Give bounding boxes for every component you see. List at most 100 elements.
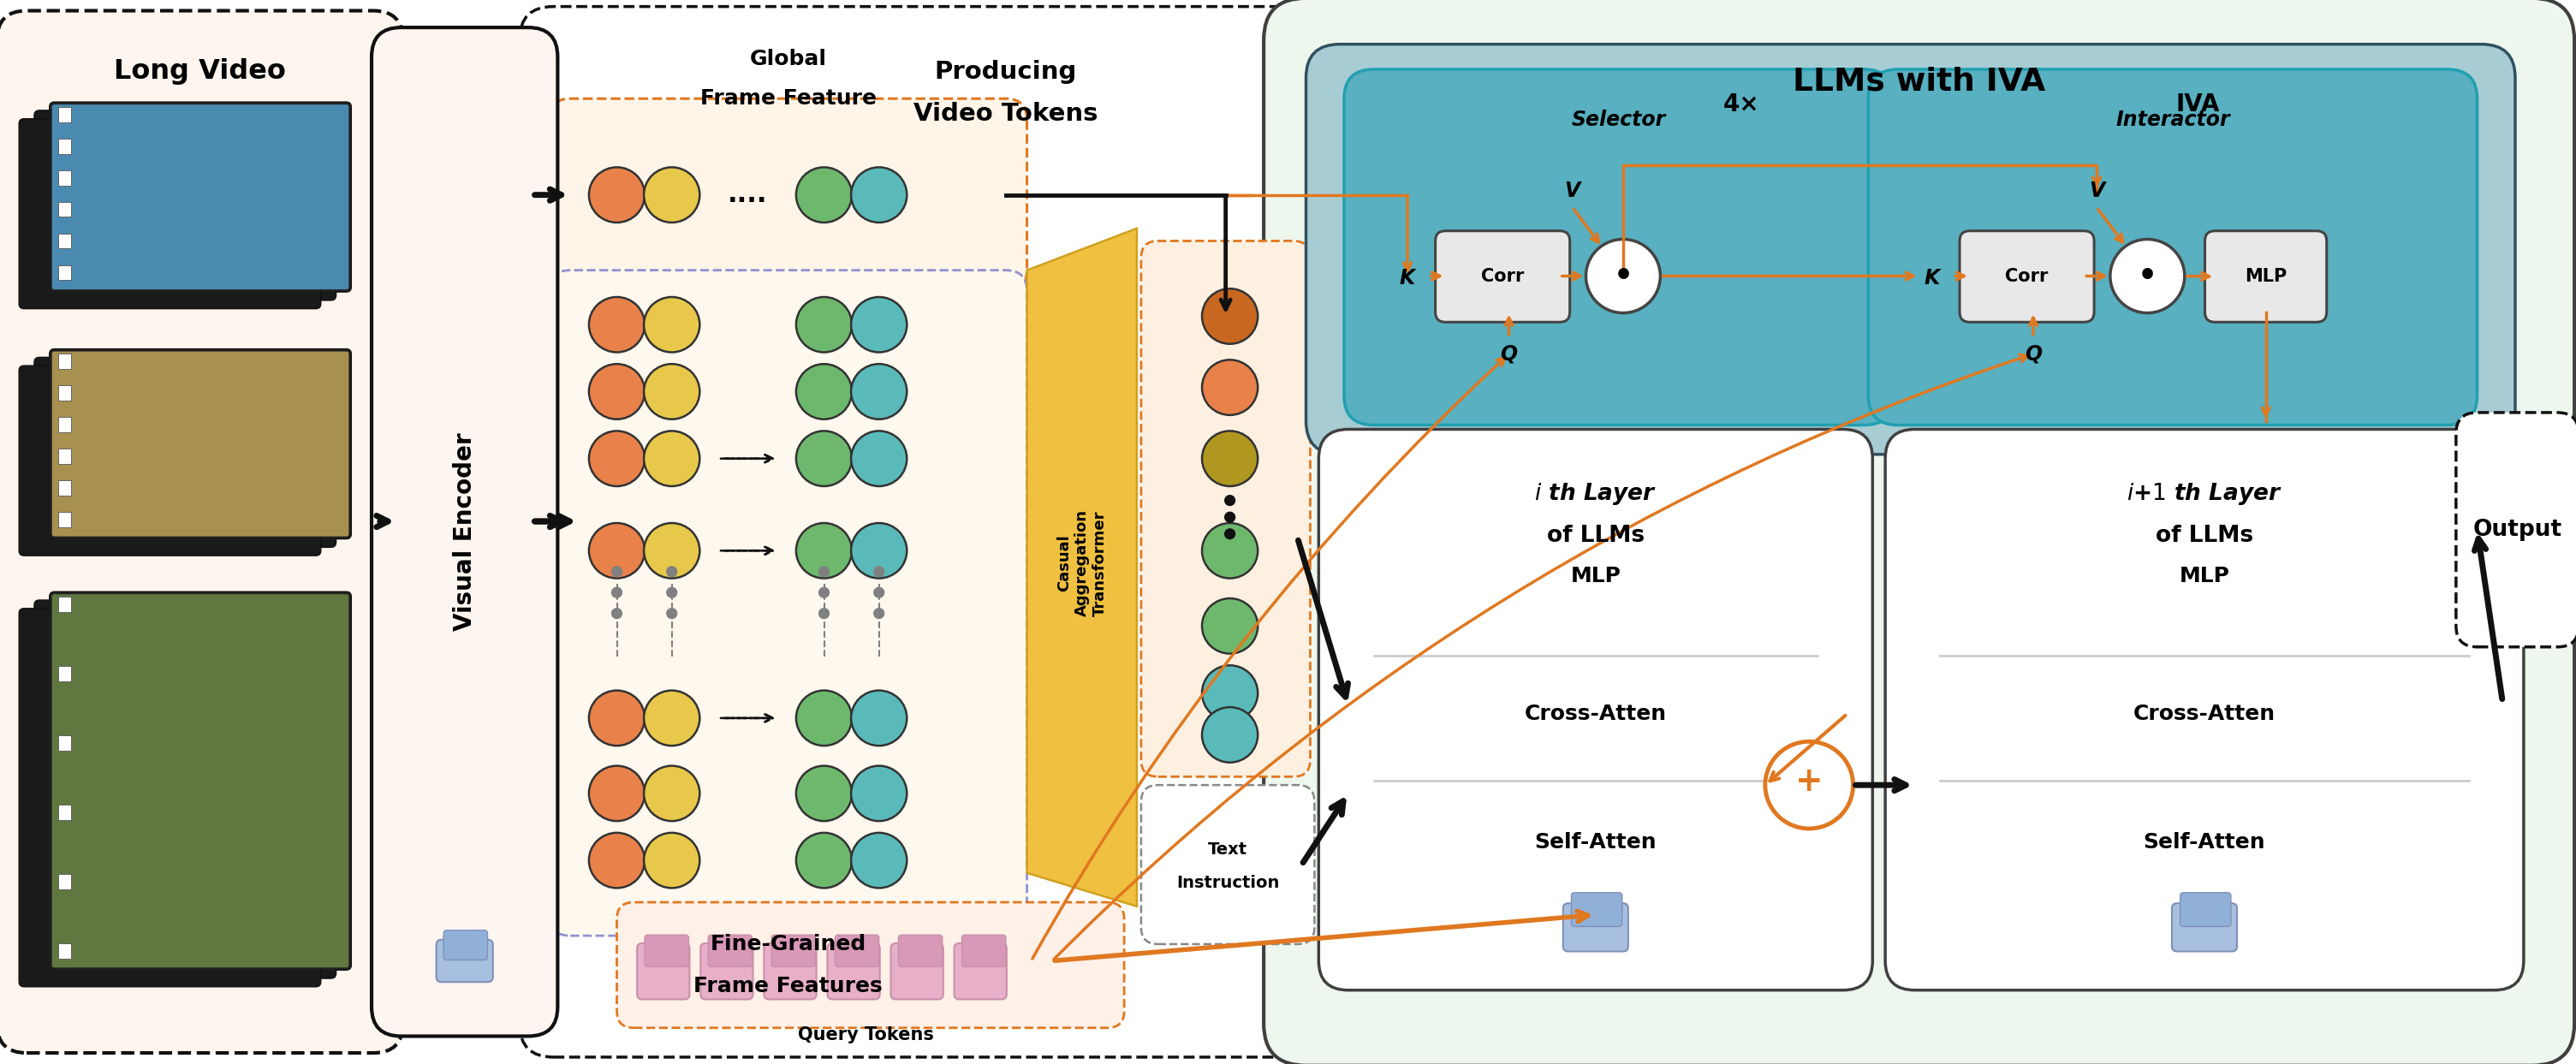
- FancyBboxPatch shape: [1265, 0, 2573, 1064]
- Circle shape: [644, 766, 701, 821]
- FancyBboxPatch shape: [33, 600, 335, 979]
- Circle shape: [644, 297, 701, 352]
- FancyBboxPatch shape: [52, 350, 350, 537]
- FancyBboxPatch shape: [701, 944, 752, 999]
- Text: Cross-Atten: Cross-Atten: [2133, 703, 2275, 725]
- FancyBboxPatch shape: [549, 99, 1028, 292]
- Circle shape: [819, 587, 829, 598]
- FancyBboxPatch shape: [773, 935, 817, 967]
- FancyBboxPatch shape: [1141, 240, 1311, 777]
- Circle shape: [850, 833, 907, 888]
- Circle shape: [644, 167, 701, 222]
- Circle shape: [1765, 742, 1852, 829]
- Circle shape: [590, 167, 644, 222]
- FancyBboxPatch shape: [953, 944, 1007, 999]
- Text: Instruction: Instruction: [1177, 875, 1280, 892]
- Circle shape: [796, 167, 853, 222]
- FancyBboxPatch shape: [636, 944, 690, 999]
- FancyBboxPatch shape: [1345, 69, 1893, 426]
- Text: $i$ th Layer: $i$ th Layer: [1535, 481, 1656, 506]
- Circle shape: [1224, 529, 1234, 539]
- Text: 4×: 4×: [1723, 93, 1759, 116]
- Bar: [57, 944, 72, 959]
- Polygon shape: [1028, 229, 1136, 907]
- Circle shape: [590, 833, 644, 888]
- FancyBboxPatch shape: [49, 349, 350, 539]
- FancyBboxPatch shape: [1564, 903, 1628, 951]
- FancyBboxPatch shape: [616, 902, 1123, 1028]
- Text: Q: Q: [2025, 344, 2043, 364]
- Circle shape: [1203, 431, 1257, 486]
- Text: Fine-Grained: Fine-Grained: [711, 934, 866, 954]
- Bar: [57, 666, 72, 681]
- Text: V: V: [1564, 181, 1579, 201]
- FancyBboxPatch shape: [18, 119, 322, 309]
- Circle shape: [2110, 239, 2184, 313]
- Circle shape: [590, 431, 644, 486]
- Text: MLP: MLP: [2179, 565, 2231, 586]
- Circle shape: [873, 587, 884, 598]
- Circle shape: [1203, 523, 1257, 578]
- Text: +: +: [1795, 765, 1824, 798]
- Circle shape: [796, 691, 853, 746]
- Circle shape: [796, 431, 853, 486]
- Bar: [57, 107, 72, 122]
- Bar: [57, 385, 72, 401]
- Text: Global: Global: [750, 49, 827, 69]
- Bar: [57, 804, 72, 819]
- Bar: [57, 417, 72, 432]
- FancyBboxPatch shape: [1319, 429, 1873, 991]
- FancyBboxPatch shape: [18, 366, 322, 555]
- Text: MLP: MLP: [1571, 565, 1620, 586]
- Circle shape: [1203, 708, 1257, 763]
- Circle shape: [796, 766, 853, 821]
- Text: IVA: IVA: [2177, 93, 2221, 116]
- Circle shape: [667, 609, 677, 618]
- FancyBboxPatch shape: [1571, 893, 1623, 927]
- FancyBboxPatch shape: [891, 944, 943, 999]
- Circle shape: [1224, 512, 1234, 522]
- Text: Casual
Aggregation
Transformer: Casual Aggregation Transformer: [1056, 510, 1108, 617]
- FancyBboxPatch shape: [520, 6, 1311, 1058]
- Bar: [57, 170, 72, 185]
- Circle shape: [796, 297, 853, 352]
- FancyBboxPatch shape: [1960, 231, 2094, 322]
- Text: ....: ....: [729, 182, 768, 207]
- Circle shape: [611, 609, 621, 618]
- FancyBboxPatch shape: [1141, 785, 1314, 944]
- Text: of LLMs: of LLMs: [1546, 525, 1643, 547]
- Text: K: K: [1399, 268, 1414, 288]
- Text: Output: Output: [2473, 518, 2563, 541]
- Text: Corr: Corr: [2004, 268, 2048, 285]
- Bar: [57, 512, 72, 528]
- Circle shape: [850, 297, 907, 352]
- Circle shape: [1203, 288, 1257, 344]
- Text: •: •: [2138, 262, 2156, 290]
- Text: Long Video: Long Video: [113, 59, 286, 85]
- Circle shape: [850, 766, 907, 821]
- Text: Corr: Corr: [1481, 268, 1525, 285]
- FancyBboxPatch shape: [2455, 413, 2576, 647]
- Circle shape: [873, 566, 884, 577]
- Circle shape: [850, 364, 907, 419]
- Text: LLMs with IVA: LLMs with IVA: [1793, 66, 2045, 97]
- FancyBboxPatch shape: [1868, 69, 2478, 426]
- Circle shape: [873, 609, 884, 618]
- FancyBboxPatch shape: [961, 935, 1005, 967]
- Circle shape: [819, 609, 829, 618]
- Circle shape: [796, 523, 853, 578]
- FancyBboxPatch shape: [1886, 429, 2524, 991]
- Bar: [57, 354, 72, 369]
- Circle shape: [644, 833, 701, 888]
- FancyBboxPatch shape: [549, 270, 1028, 935]
- Text: Frame Features: Frame Features: [693, 976, 884, 996]
- Bar: [57, 265, 72, 280]
- FancyBboxPatch shape: [18, 609, 322, 986]
- Text: •: •: [1613, 262, 1633, 290]
- FancyBboxPatch shape: [52, 594, 350, 968]
- Circle shape: [796, 833, 853, 888]
- Text: Visual Encoder: Visual Encoder: [453, 433, 477, 631]
- FancyBboxPatch shape: [1306, 45, 2514, 454]
- FancyBboxPatch shape: [765, 944, 817, 999]
- FancyBboxPatch shape: [33, 111, 335, 300]
